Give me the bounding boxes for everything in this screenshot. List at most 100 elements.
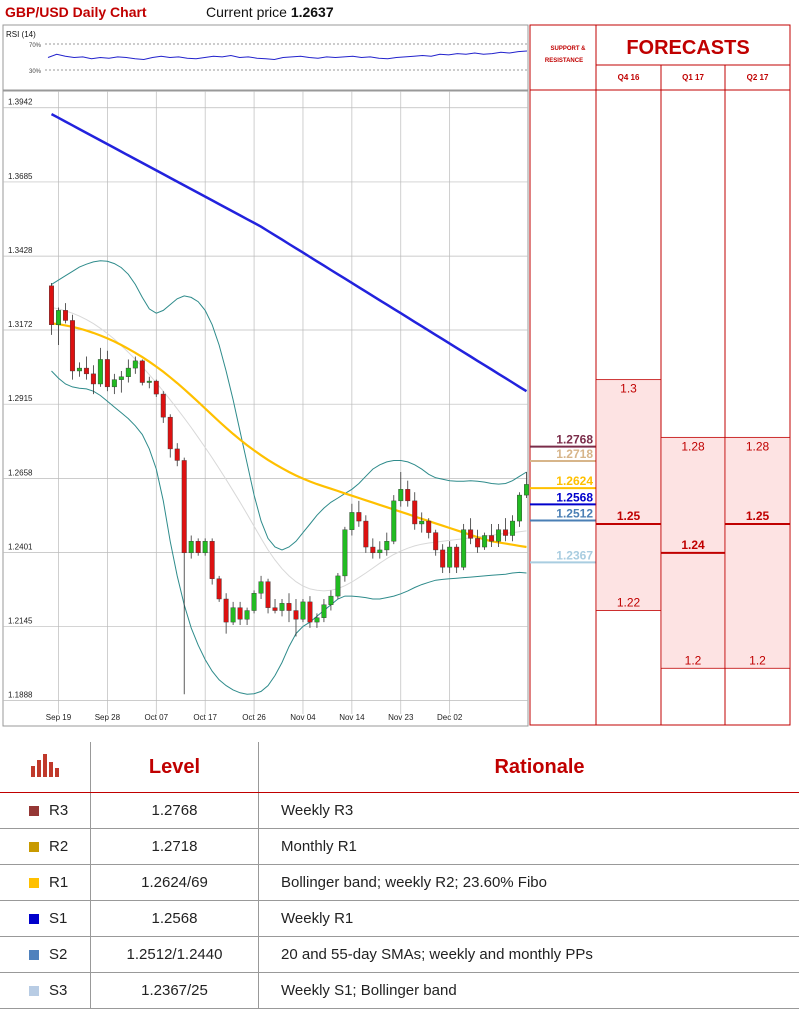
- level-name: R2: [49, 838, 68, 855]
- level-color-swatch: [29, 986, 39, 996]
- forecast-col-label: Q2 17: [747, 73, 769, 82]
- candle-body: [524, 484, 529, 495]
- table-header-icon-cell: [0, 742, 91, 793]
- candle-body: [119, 377, 124, 380]
- level-name-cell: R1: [0, 865, 91, 901]
- y-tick-label: 1.1888: [8, 691, 33, 700]
- x-tick-label: Dec 02: [437, 713, 463, 722]
- candle-body: [371, 547, 376, 553]
- level-value: 1.2768: [91, 793, 259, 829]
- candle-body: [482, 536, 487, 548]
- forecast-mid-label: 1.25: [617, 509, 641, 523]
- candle-body: [350, 512, 355, 529]
- candle-body: [426, 521, 431, 533]
- candle-body: [182, 460, 187, 552]
- candle-body: [398, 489, 403, 501]
- x-tick-label: Oct 26: [242, 713, 266, 722]
- y-tick-label: 1.2658: [8, 468, 33, 477]
- candle-body: [63, 310, 68, 320]
- candle-body: [203, 541, 208, 553]
- level-value: 1.2512/1.2440: [91, 937, 259, 973]
- candle-body: [154, 381, 159, 394]
- candle-body: [84, 368, 89, 374]
- y-tick-label: 1.2145: [8, 616, 33, 625]
- level-value: 1.2718: [91, 829, 259, 865]
- candle-body: [454, 547, 459, 567]
- candle-body: [189, 541, 194, 553]
- candle-body: [517, 495, 522, 521]
- candle-body: [273, 608, 278, 611]
- x-tick-label: Nov 04: [290, 713, 316, 722]
- candle-body: [503, 530, 508, 536]
- candle-body: [294, 611, 299, 620]
- forecast-col-label: Q4 16: [618, 73, 640, 82]
- candle-body: [231, 608, 236, 622]
- level-color-swatch: [29, 878, 39, 888]
- forecast-range-box: [596, 380, 661, 611]
- forecast-high-label: 1.3: [620, 382, 637, 396]
- candle-body: [70, 320, 75, 371]
- level-value: 1.2568: [91, 901, 259, 937]
- level-name-cell: R2: [0, 829, 91, 865]
- candle-body: [301, 602, 306, 619]
- candle-body: [336, 576, 341, 596]
- forecast-range-box: [725, 437, 790, 668]
- sr-level-label: 1.2367: [556, 548, 593, 562]
- candle-body: [133, 361, 138, 368]
- candle-body: [175, 449, 180, 461]
- candle-body: [510, 521, 515, 535]
- x-tick-label: Nov 14: [339, 713, 365, 722]
- rsi-label: RSI (14): [6, 30, 36, 39]
- candle-body: [357, 512, 362, 521]
- level-name-cell: S1: [0, 901, 91, 937]
- level-rationale: 20 and 55-day SMAs; weekly and monthly P…: [259, 937, 799, 973]
- candle-body: [329, 596, 334, 605]
- sr-header-line1: SUPPORT &: [550, 46, 586, 52]
- candle-body: [405, 489, 410, 501]
- x-tick-label: Sep 19: [46, 713, 72, 722]
- candle-body: [252, 593, 257, 610]
- y-tick-label: 1.3942: [8, 98, 33, 107]
- forecast-high-label: 1.28: [681, 439, 705, 453]
- candle-body: [259, 582, 264, 594]
- candle-body: [287, 603, 292, 610]
- y-tick-label: 1.3428: [8, 246, 33, 255]
- level-color-swatch: [29, 806, 39, 816]
- rsi-panel: [3, 25, 528, 90]
- price-label-text: Current price: [206, 4, 287, 20]
- level-color-swatch: [29, 950, 39, 960]
- candle-body: [343, 530, 348, 576]
- candle-body: [224, 599, 229, 622]
- candle-body: [91, 374, 96, 384]
- sr-level-label: 1.2512: [556, 506, 593, 520]
- candle-body: [315, 618, 320, 622]
- candle-body: [440, 550, 445, 567]
- candle-body: [419, 521, 424, 524]
- forecasts-title: FORECASTS: [626, 37, 749, 59]
- price-panel: [3, 91, 528, 726]
- candle-body: [461, 530, 466, 568]
- table-header-row: Level Rationale: [0, 742, 799, 793]
- candle-body: [266, 582, 271, 608]
- candle-body: [364, 521, 369, 547]
- candle-body: [496, 530, 501, 542]
- forecast-low-label: 1.2: [685, 653, 702, 667]
- candle-body: [56, 310, 61, 324]
- level-rationale: Monthly R1: [259, 829, 799, 865]
- level-rationale: Weekly R1: [259, 901, 799, 937]
- level-rationale: Bollinger band; weekly R2; 23.60% Fibo: [259, 865, 799, 901]
- sr-level-label: 1.2568: [556, 490, 593, 504]
- x-tick-label: Nov 23: [388, 713, 414, 722]
- candle-body: [468, 530, 473, 539]
- level-name-cell: S3: [0, 973, 91, 1009]
- bar-chart-icon: [30, 751, 60, 777]
- chart-figure: GBP/USD Daily Chart Current price 1.2637…: [0, 0, 799, 740]
- rsi-level-30: 30%: [29, 69, 42, 75]
